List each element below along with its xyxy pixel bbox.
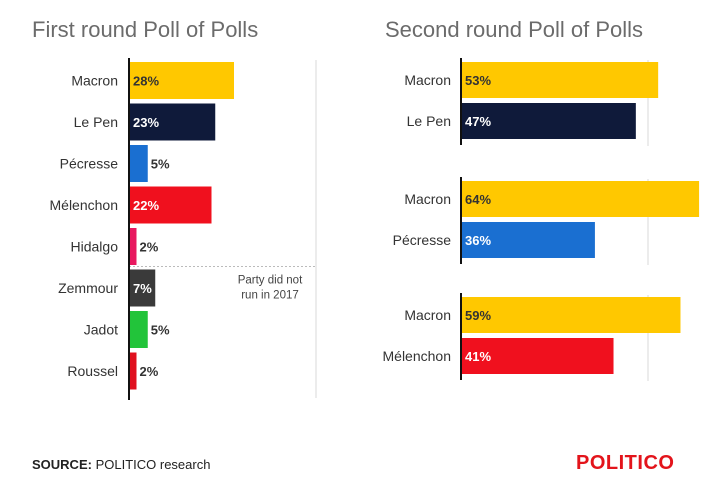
- first-round-value-macron: 28%: [133, 74, 159, 89]
- second-round-bar-3-macron: [461, 297, 681, 333]
- first-round-value-pecresse: 5%: [151, 157, 170, 172]
- second-round-label-1-macron: Macron: [404, 72, 451, 88]
- second-round-label-1-le-pen: Le Pen: [407, 113, 451, 129]
- first-round-bar-macron: [129, 62, 234, 99]
- first-round-label-roussel: Roussel: [67, 363, 118, 379]
- first-round-value-zemmour: 7%: [133, 281, 152, 296]
- first-round-value-melenchon: 22%: [133, 198, 159, 213]
- first-round-label-macron: Macron: [71, 73, 118, 89]
- first-round-value-roussel: 2%: [140, 364, 159, 379]
- second-round-title: Second round Poll of Polls: [385, 17, 643, 42]
- second-round-label-3-macron: Macron: [404, 307, 451, 323]
- politico-logo: POLITICO: [576, 452, 675, 474]
- second-round-value-1-macron: 53%: [465, 73, 491, 88]
- first-round-bar-melenchon: [129, 186, 212, 224]
- second-round-value-1-le-pen: 47%: [465, 114, 491, 129]
- second-round-bar-2-pecresse: [461, 222, 595, 258]
- second-round-value-3-macron: 59%: [465, 308, 491, 323]
- source-text: POLITICO research: [95, 457, 211, 472]
- first-round-label-pecresse: Pécresse: [60, 156, 119, 172]
- first-round-label-le-pen: Le Pen: [74, 114, 118, 130]
- second-round-label-3-melenchon: Mélenchon: [383, 348, 452, 364]
- first-round-bar-zemmour: [129, 269, 156, 307]
- first-round-bar-roussel: [129, 352, 137, 390]
- first-round-bar-le-pen: [129, 103, 216, 141]
- first-round-label-melenchon: Mélenchon: [50, 197, 119, 213]
- first-round-label-zemmour: Zemmour: [58, 280, 118, 296]
- source-label: SOURCE:: [32, 457, 92, 472]
- first-round-bar-jadot: [129, 311, 148, 348]
- first-round-value-le-pen: 23%: [133, 115, 159, 130]
- second-round-bar-1-le-pen: [461, 103, 636, 139]
- second-round-bar-1-macron: [461, 62, 659, 98]
- second-round-value-2-pecresse: 36%: [465, 233, 491, 248]
- second-round-label-2-macron: Macron: [404, 191, 451, 207]
- first-round-label-jadot: Jadot: [84, 322, 118, 338]
- second-round-label-2-pecresse: Pécresse: [393, 232, 452, 248]
- first-round-title: First round Poll of Polls: [32, 17, 258, 42]
- first-round-bar-hidalgo: [129, 228, 137, 265]
- first-round-value-jadot: 5%: [151, 323, 170, 338]
- source-note: SOURCE: POLITICO research: [32, 457, 210, 472]
- second-round-value-3-melenchon: 41%: [465, 349, 491, 364]
- first-round-bar-pecresse: [129, 145, 148, 182]
- first-round-annotation: Party did not run in 2017: [238, 275, 303, 302]
- first-round-label-hidalgo: Hidalgo: [71, 239, 119, 255]
- second-round-bar-3-melenchon: [461, 338, 614, 374]
- first-round-value-hidalgo: 2%: [140, 240, 159, 255]
- second-round-value-2-macron: 64%: [465, 192, 491, 207]
- second-round-bar-2-macron: [461, 181, 700, 217]
